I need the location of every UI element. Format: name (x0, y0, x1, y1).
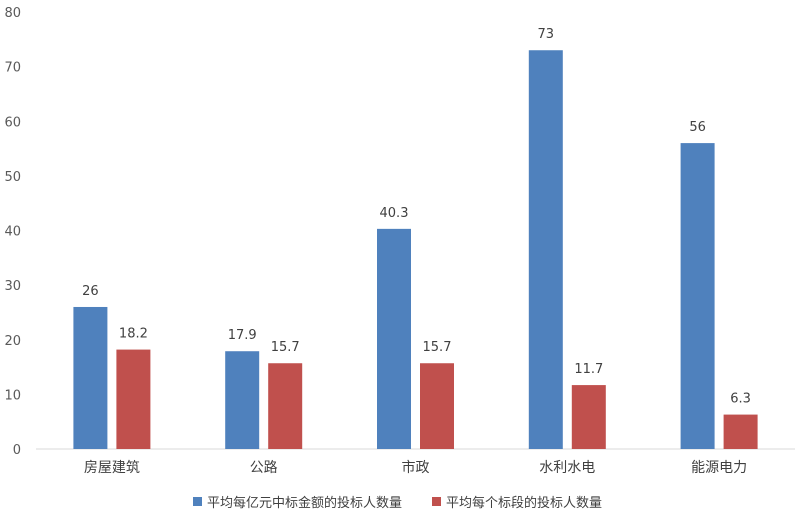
data-label: 56 (689, 120, 706, 135)
x-tick-label: 公路 (250, 460, 278, 476)
y-tick-label: 20 (4, 334, 21, 349)
data-label: 40.3 (380, 206, 409, 221)
data-label: 18.2 (119, 327, 148, 342)
y-tick-label: 40 (4, 225, 21, 240)
legend-swatch-red (432, 496, 441, 506)
data-label: 17.9 (228, 328, 257, 343)
x-tick-label: 房屋建筑 (84, 460, 140, 476)
legend-swatch-blue (192, 496, 202, 506)
bar-series-2 (420, 363, 454, 449)
data-label: 6.3 (730, 392, 751, 407)
bars (73, 50, 758, 450)
legend-item-series-2: 平均每个标段的投标人数量 (432, 492, 602, 511)
bar-series-1 (225, 351, 260, 449)
x-tick-label: 市政 (402, 459, 430, 476)
x-tick-label: 水利水电 (539, 460, 595, 476)
legend: 平均每亿元中标金额的投标人数量 平均每个标段的投标人数量 (0, 490, 795, 512)
bar-series-1 (680, 143, 715, 449)
y-tick-label: 80 (4, 6, 21, 21)
data-label: 15.7 (423, 340, 452, 355)
bar-series-1 (528, 50, 563, 450)
y-tick-label: 60 (4, 115, 21, 130)
bar-series-2 (268, 363, 303, 449)
data-label: 15.7 (271, 340, 300, 355)
data-label: 73 (538, 27, 555, 42)
bar-series-2 (116, 349, 151, 449)
bar-chart: 0 10 20 30 40 50 60 70 80 26 18.2 17.9 15.7 40.3 15.7… (4, 6, 795, 476)
legend-item-series-1: 平均每亿元中标金额的投标人数量 (192, 492, 402, 511)
y-tick-label: 10 (4, 388, 21, 403)
bar-series-1 (377, 228, 411, 449)
y-tick-label: 30 (4, 279, 21, 294)
legend-label-series-2: 平均每个标段的投标人数量 (446, 495, 603, 511)
y-axis-ticks: 0 10 20 30 40 50 60 70 80 (4, 6, 21, 458)
x-tick-label: 能源电力 (691, 460, 747, 476)
bar-series-1 (73, 306, 108, 449)
bar-series-2 (723, 414, 758, 449)
y-tick-label: 50 (4, 170, 21, 185)
x-axis-labels: 房屋建筑 公路 市政 水利水电 能源电力 (84, 459, 747, 476)
data-label: 11.7 (574, 362, 603, 377)
y-tick-label: 0 (13, 443, 21, 458)
bar-series-2 (571, 385, 606, 449)
data-label: 26 (82, 284, 99, 299)
data-labels: 26 18.2 17.9 15.7 40.3 15.7 73 11.7 56 6.3 (82, 27, 751, 406)
y-tick-label: 70 (4, 61, 21, 76)
legend-label-series-1: 平均每亿元中标金额的投标人数量 (206, 495, 402, 511)
